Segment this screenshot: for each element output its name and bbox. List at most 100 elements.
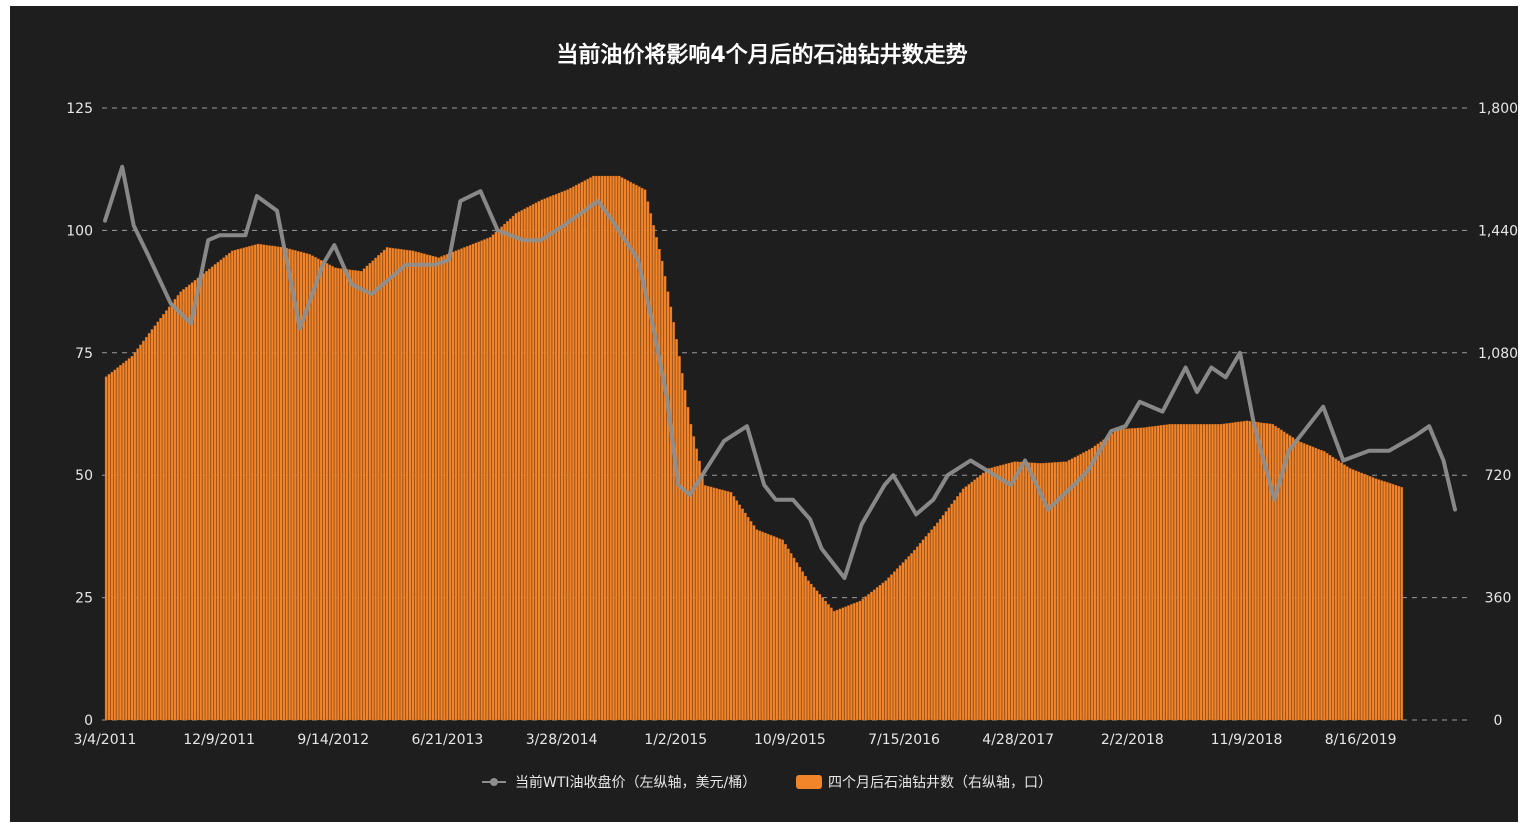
rig-count-bar	[723, 490, 727, 721]
rig-count-bar	[764, 532, 767, 721]
rig-count-bar	[463, 247, 466, 721]
rig-count-bar	[156, 321, 160, 721]
rig-count-bar	[637, 186, 641, 721]
rig-count-bar	[620, 177, 624, 721]
rig-count-bar	[144, 336, 148, 721]
x-tick-label: 6/21/2013	[412, 732, 484, 748]
rig-count-bar	[1205, 424, 1209, 721]
rig-count-bar	[589, 177, 592, 721]
rig-count-bar	[362, 268, 366, 721]
legend: 当前WTI油收盘价（左纵轴，美元/桶） 四个月后石油钻井数（右纵轴，口）	[482, 774, 1052, 791]
rig-count-bar	[798, 566, 802, 721]
rig-count-bar	[543, 198, 547, 721]
rig-count-bar	[142, 340, 145, 721]
rig-count-bar	[1013, 461, 1017, 721]
rig-count-bar	[185, 286, 188, 721]
rig-count-bar	[546, 197, 549, 721]
rig-count-bar	[1383, 481, 1386, 721]
rig-count-bar	[494, 231, 498, 721]
rig-count-bar	[1139, 427, 1143, 721]
rig-count-bar	[1317, 448, 1320, 721]
rig-count-bar	[1194, 424, 1197, 721]
rig-count-bar	[729, 492, 733, 721]
rig-count-bar	[182, 289, 185, 721]
rig-count-bar	[1022, 462, 1025, 721]
rig-count-bar	[133, 352, 137, 721]
rig-count-bar	[981, 472, 985, 721]
x-tick-label: 3/4/2011	[74, 732, 137, 748]
rig-count-bar	[248, 246, 251, 721]
rig-count-bar	[122, 362, 125, 721]
rig-count-bar	[130, 356, 134, 721]
y-right-tick-label: 1,440	[1478, 223, 1518, 239]
rig-count-bar	[683, 390, 687, 721]
rig-count-bar	[987, 468, 991, 721]
rig-count-bar	[213, 264, 217, 721]
rig-count-bar	[689, 424, 693, 721]
rig-count-bar	[503, 223, 506, 721]
rig-count-bar	[924, 536, 928, 721]
rig-count-bar	[726, 491, 730, 721]
rig-count-bar	[405, 249, 409, 721]
rig-count-bar	[107, 374, 111, 721]
rig-count-bar	[669, 306, 673, 721]
rig-count-bar	[1188, 424, 1191, 721]
rig-count-bar	[666, 291, 670, 721]
rig-count-bar	[1125, 428, 1128, 721]
rig-count-bar	[210, 266, 214, 721]
rig-count-bar	[1159, 425, 1163, 721]
rig-count-bar	[348, 269, 352, 721]
rig-count-bar	[1400, 486, 1404, 721]
rig-count-bar	[1340, 462, 1343, 721]
rig-count-bar	[176, 295, 180, 721]
rig-count-bar	[1105, 437, 1108, 721]
rig-count-bar	[445, 254, 449, 721]
rig-count-bar	[104, 376, 108, 721]
rig-count-bar	[271, 245, 274, 721]
rig-count-bar	[1085, 450, 1088, 721]
rig-count-bar	[1262, 422, 1266, 721]
rig-count-bar	[359, 271, 363, 721]
rig-count-bar	[907, 556, 911, 721]
rig-count-bar	[554, 193, 558, 721]
rig-count-bar	[852, 603, 856, 721]
chart-title: 当前油价将影响4个月后的石油钻井数走势	[556, 42, 967, 68]
rig-count-bar	[437, 257, 440, 721]
rig-count-bar	[414, 251, 418, 721]
legend-label-rig-count: 四个月后石油钻井数（右纵轴，口）	[828, 775, 1052, 791]
rig-count-bar	[1027, 462, 1031, 721]
rig-count-bar	[746, 516, 750, 721]
rig-count-bar	[1130, 428, 1134, 721]
rig-count-bar	[1156, 425, 1160, 721]
rig-count-bar	[500, 226, 504, 721]
rig-count-bar	[784, 544, 787, 721]
rig-count-bar	[391, 248, 395, 721]
rig-count-bar	[1113, 431, 1117, 721]
rig-count-bar	[325, 263, 329, 721]
rig-count-bar	[365, 265, 369, 721]
rig-count-bar	[592, 175, 595, 721]
rig-count-bar	[1257, 422, 1260, 721]
rig-count-bar	[1199, 424, 1203, 721]
rig-count-bar	[1274, 425, 1277, 721]
rig-count-bar	[904, 559, 908, 721]
rig-count-bar	[162, 314, 165, 721]
rig-count-bar	[508, 218, 512, 721]
rig-count-bar	[285, 248, 289, 721]
rig-count-bar	[993, 466, 997, 721]
rig-count-bar	[1110, 433, 1114, 721]
rig-count-bar	[385, 247, 389, 721]
rig-count-bar	[319, 260, 323, 721]
rig-count-bar	[377, 255, 380, 721]
rig-count-bar	[262, 244, 266, 721]
rig-count-bar	[311, 255, 314, 721]
oil-price-line	[103, 164, 1457, 580]
rig-count-bar	[933, 526, 936, 721]
rig-count-bar	[778, 538, 782, 721]
rig-count-bar	[1191, 424, 1194, 721]
rig-count-bar	[1096, 443, 1100, 721]
rig-count-bar	[296, 251, 300, 721]
rig-count-bar	[1128, 428, 1131, 721]
rig-count-bar	[635, 184, 638, 721]
rig-count-bar	[208, 268, 211, 721]
